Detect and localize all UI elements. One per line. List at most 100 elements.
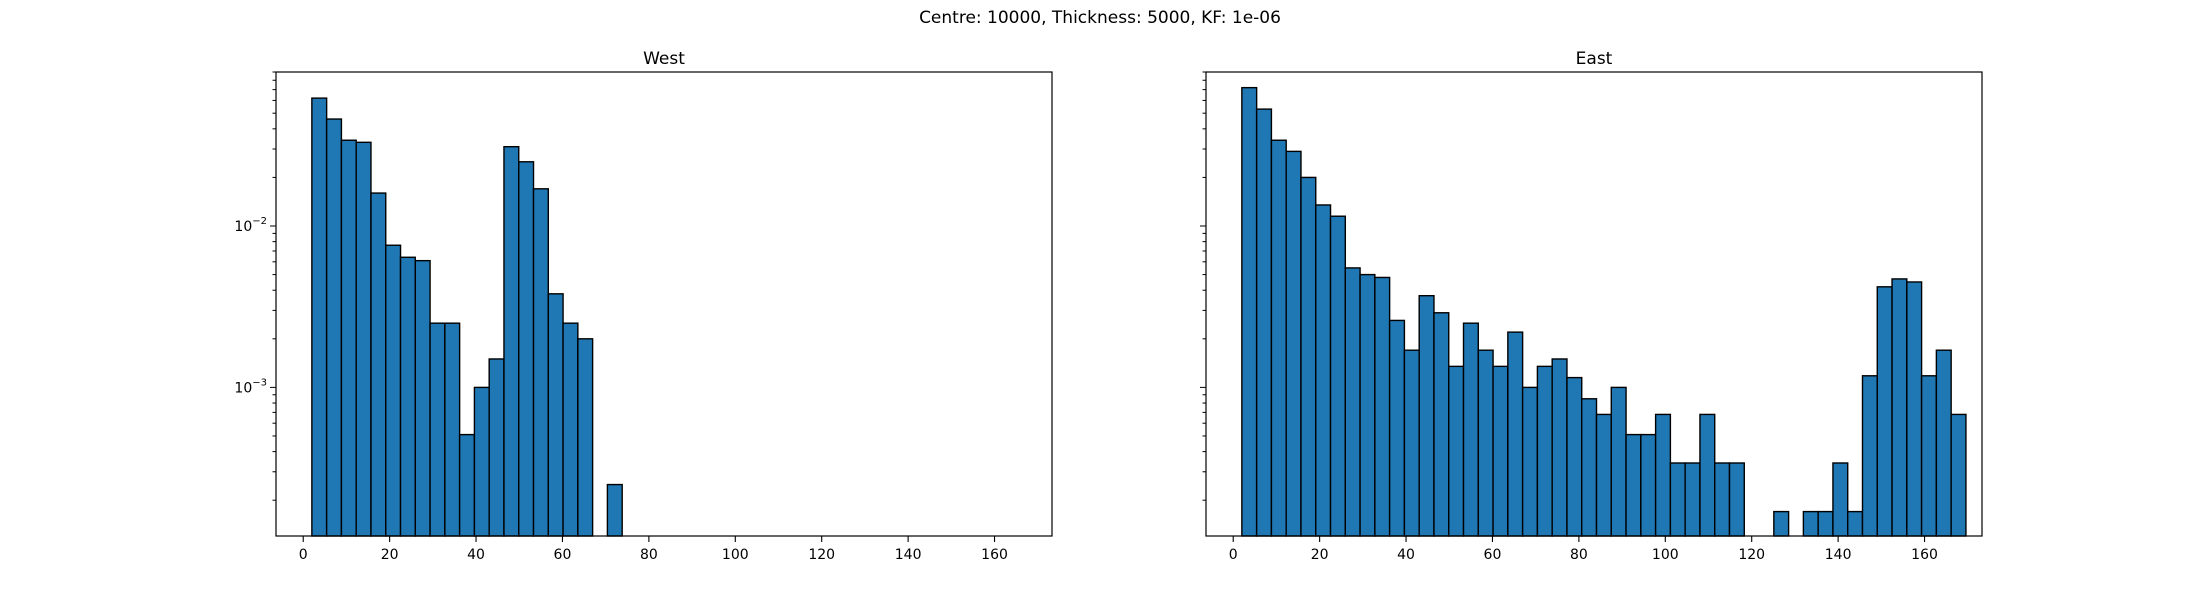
histogram-bar bbox=[1315, 204, 1332, 537]
histogram-bar bbox=[1861, 375, 1878, 537]
histogram-bar bbox=[518, 161, 535, 537]
histogram-bar bbox=[1403, 349, 1420, 537]
histogram-bar bbox=[1551, 358, 1568, 537]
histogram-bar bbox=[473, 386, 490, 537]
histogram-bar bbox=[1566, 376, 1583, 537]
west-axes-frame bbox=[275, 71, 1053, 537]
histogram-bar bbox=[503, 145, 520, 537]
histogram-bar bbox=[1462, 322, 1479, 537]
histogram-bar bbox=[1876, 286, 1893, 537]
histogram-bar bbox=[1832, 462, 1849, 537]
west-x-axis: 0 20 40 60 80 100 120 140 160 bbox=[299, 536, 1008, 563]
histogram-bar bbox=[1654, 413, 1672, 537]
histogram-bar bbox=[1255, 108, 1273, 537]
west-panel-title: West bbox=[643, 49, 685, 69]
histogram-bar bbox=[1595, 413, 1612, 537]
histogram-bar bbox=[385, 244, 402, 537]
histogram-bar bbox=[1581, 398, 1598, 537]
x-tick-label: 140 bbox=[895, 547, 922, 563]
histogram-bar bbox=[1699, 413, 1716, 537]
histogram-bar bbox=[1285, 150, 1302, 537]
x-tick-label: 40 bbox=[467, 547, 485, 563]
x-tick-label: 0 bbox=[1229, 547, 1238, 563]
west-y-axis: 10−2 10−3 bbox=[234, 71, 276, 501]
histogram-bar bbox=[1891, 278, 1908, 537]
y-tick-label: 10−2 bbox=[234, 216, 267, 235]
x-tick-label: 80 bbox=[1570, 547, 1588, 563]
histogram-bar bbox=[1817, 510, 1834, 537]
figure-title: Centre: 10000, Thickness: 5000, KF: 1e-0… bbox=[919, 8, 1281, 28]
histogram-bar bbox=[1507, 331, 1524, 537]
histogram-bar bbox=[488, 358, 505, 537]
histogram-bar bbox=[1669, 462, 1686, 537]
histogram-bar bbox=[1640, 433, 1657, 537]
histogram-bar bbox=[1418, 294, 1435, 537]
histogram-bar bbox=[1728, 462, 1745, 537]
histogram-bar bbox=[1300, 176, 1317, 537]
histogram-bar bbox=[1610, 386, 1627, 537]
west-bars bbox=[311, 97, 623, 537]
histogram-bar bbox=[429, 322, 446, 537]
histogram-bar bbox=[1847, 510, 1864, 537]
x-tick-label: 140 bbox=[1825, 547, 1852, 563]
east-panel-title: East bbox=[1576, 49, 1613, 69]
x-tick-label: 160 bbox=[1911, 547, 1938, 563]
histogram-bar bbox=[1388, 319, 1406, 537]
histogram-bar bbox=[355, 141, 372, 537]
east-y-axis bbox=[1200, 71, 1206, 501]
x-tick-label: 20 bbox=[1311, 547, 1329, 563]
histogram-bar bbox=[1714, 462, 1731, 537]
histogram-bar bbox=[1241, 86, 1258, 537]
histogram-bar bbox=[444, 322, 461, 537]
histogram-bar bbox=[1802, 510, 1819, 537]
x-tick-label: 60 bbox=[1484, 547, 1502, 563]
histogram-bar bbox=[547, 293, 564, 537]
histogram-bar bbox=[370, 192, 387, 537]
x-tick-label: 40 bbox=[1397, 547, 1415, 563]
east-histogram-panel: East 0 20 40 60 80 100 120 140 160 bbox=[1200, 49, 1983, 563]
histogram-bar bbox=[1920, 375, 1938, 537]
histogram-bar bbox=[1950, 413, 1967, 537]
histogram-bar bbox=[1625, 433, 1642, 537]
x-tick-label: 20 bbox=[381, 547, 399, 563]
histogram-bar bbox=[1773, 510, 1790, 537]
histogram-bar bbox=[606, 483, 623, 537]
east-bars bbox=[1241, 86, 1967, 537]
histogram-bar bbox=[414, 259, 431, 537]
histogram-bar bbox=[311, 97, 328, 537]
x-tick-label: 60 bbox=[554, 547, 572, 563]
x-tick-label: 100 bbox=[1652, 547, 1679, 563]
histogram-bar bbox=[1906, 281, 1923, 537]
histogram-bar bbox=[399, 256, 416, 537]
histogram-bar bbox=[577, 338, 594, 537]
x-tick-label: 120 bbox=[1738, 547, 1765, 563]
histogram-bar bbox=[1448, 365, 1465, 537]
x-tick-label: 160 bbox=[981, 547, 1008, 563]
histogram-bar bbox=[1270, 139, 1287, 537]
histogram-bar bbox=[1521, 386, 1539, 537]
histogram-bar bbox=[1359, 273, 1376, 537]
histogram-bar bbox=[458, 433, 476, 537]
x-tick-label: 0 bbox=[299, 547, 308, 563]
west-histogram-panel: West 0 20 40 60 80 100 120 140 160 10−2 10−3 bbox=[234, 49, 1053, 563]
histogram-bar bbox=[562, 322, 579, 537]
histogram-bar bbox=[1433, 312, 1450, 537]
histogram-bar bbox=[1536, 365, 1553, 537]
east-x-axis: 0 20 40 60 80 100 120 140 160 bbox=[1229, 536, 1938, 563]
histogram-bar bbox=[1684, 462, 1701, 537]
histogram-bar bbox=[1492, 365, 1509, 537]
histogram-bar bbox=[1329, 215, 1347, 537]
y-tick-label: 10−3 bbox=[234, 377, 267, 396]
histogram-bar bbox=[325, 118, 343, 537]
histogram-bar bbox=[532, 188, 549, 537]
histogram-bar bbox=[340, 139, 357, 537]
histogram-bar bbox=[1935, 349, 1952, 537]
east-axes-frame bbox=[1205, 71, 1983, 537]
x-tick-label: 80 bbox=[640, 547, 658, 563]
histogram-bar bbox=[1477, 349, 1494, 537]
histogram-bar bbox=[1344, 267, 1361, 537]
x-tick-label: 120 bbox=[808, 547, 835, 563]
x-tick-label: 100 bbox=[722, 547, 749, 563]
histogram-bar bbox=[1374, 276, 1391, 537]
